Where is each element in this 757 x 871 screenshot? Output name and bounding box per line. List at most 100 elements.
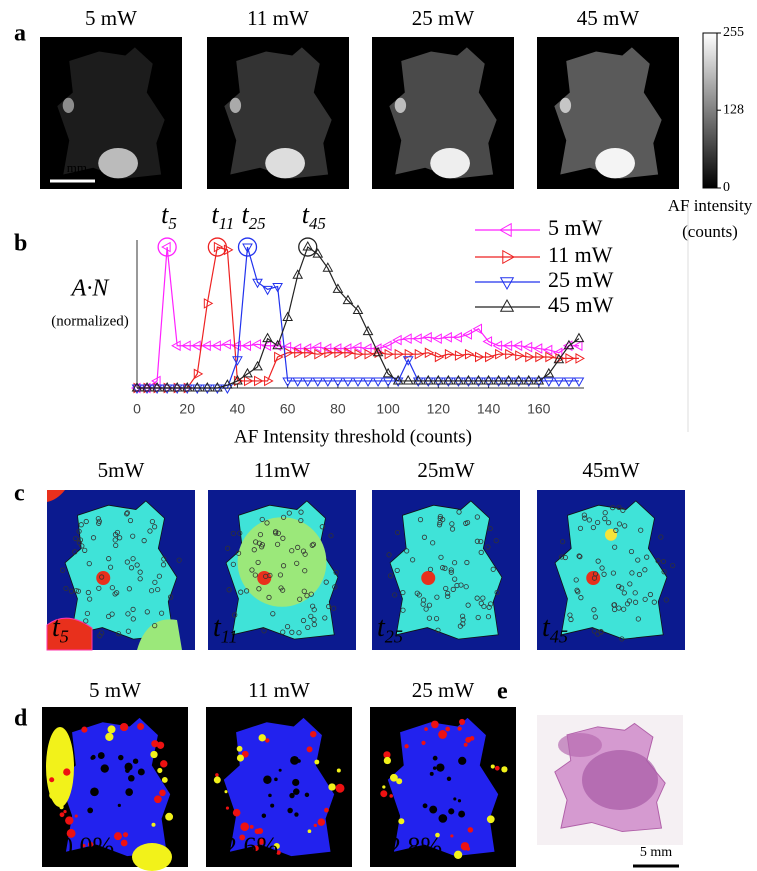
- misclassified-point: [63, 768, 70, 775]
- bright-region: [595, 148, 635, 178]
- hole: [128, 775, 135, 782]
- hole: [289, 793, 294, 798]
- x-tick-label: 140: [477, 401, 501, 417]
- misclassified-point: [470, 736, 475, 741]
- hole: [270, 804, 274, 808]
- bright-region: [230, 98, 241, 113]
- map-title: 25 mW: [412, 678, 475, 702]
- x-tick-label: 40: [230, 401, 246, 417]
- misclassified-point: [214, 776, 221, 783]
- misclassified-point: [384, 757, 391, 764]
- data-point: [484, 337, 492, 346]
- misclassified-point: [151, 823, 155, 827]
- misclassified-point: [459, 719, 465, 725]
- misclassified-point: [121, 840, 128, 847]
- misclassified-point: [151, 740, 158, 747]
- hole: [305, 793, 309, 797]
- misclassified-point: [240, 822, 249, 831]
- misclassified-point: [318, 818, 326, 826]
- threshold-label-subscript: 11: [221, 627, 238, 647]
- threshold-label-subscript: 25: [385, 627, 403, 647]
- accuracy-label: 92.8%: [375, 832, 442, 861]
- misclassified-point: [421, 741, 425, 745]
- data-point: [564, 378, 573, 386]
- peak-label: t5: [161, 200, 177, 233]
- misclassified-point: [165, 813, 173, 821]
- map-title: 5 mW: [89, 678, 141, 702]
- hole: [91, 755, 95, 759]
- misclassified-point: [237, 746, 243, 752]
- hole: [125, 763, 133, 771]
- misclassified-point: [159, 790, 166, 797]
- colorbar-tick-label: 128: [723, 102, 744, 117]
- tissue-detail: [558, 733, 602, 757]
- misclassified-point: [445, 727, 450, 732]
- misclassified-point: [259, 734, 266, 741]
- misclassified-point: [157, 768, 162, 773]
- misclassified-point: [237, 755, 244, 762]
- series-line: [137, 247, 579, 388]
- colorbar: [703, 33, 717, 188]
- colorbar-tick-label: 255: [723, 25, 744, 40]
- hole: [458, 811, 465, 818]
- misclassified-point: [224, 790, 227, 793]
- colorbar-subtitle: (counts): [682, 222, 738, 241]
- data-point: [313, 378, 322, 386]
- x-tick-label: 120: [427, 401, 451, 417]
- misclassified-point: [81, 727, 87, 733]
- hole: [448, 808, 454, 814]
- series-line: [137, 247, 579, 388]
- hole: [297, 759, 301, 763]
- misclassified-point: [491, 764, 495, 768]
- hole: [274, 778, 278, 782]
- false-positive-region: [132, 843, 172, 871]
- misclassified-point: [250, 825, 254, 829]
- misclassified-point: [137, 723, 144, 730]
- hole: [138, 768, 145, 775]
- panel-letter: c: [14, 481, 25, 507]
- data-point: [162, 243, 170, 252]
- misclassified-point: [120, 723, 128, 731]
- bright-region: [98, 148, 138, 178]
- legend-label: 5 mW: [548, 215, 603, 240]
- bright-region: [395, 98, 406, 113]
- misclassified-point: [49, 777, 54, 782]
- x-tick-label: 60: [280, 401, 296, 417]
- accuracy-label: 90.0%: [47, 832, 114, 861]
- cluster-region: [605, 529, 617, 541]
- misclassified-point: [396, 778, 402, 784]
- bright-region: [430, 148, 470, 178]
- misclassified-point: [501, 766, 507, 772]
- misclassified-point: [487, 815, 495, 823]
- misclassified-point: [105, 733, 113, 741]
- misclassified-point: [380, 790, 387, 797]
- data-point: [374, 378, 383, 386]
- hole: [447, 777, 451, 781]
- x-tick-label: 80: [330, 401, 346, 417]
- hole: [133, 758, 138, 763]
- map-title: 11mW: [254, 458, 311, 482]
- misclassified-point: [226, 807, 229, 810]
- y-axis-label: A·N: [70, 276, 111, 302]
- data-point: [343, 378, 352, 386]
- misclassified-point: [314, 760, 319, 765]
- data-point: [364, 378, 373, 386]
- legend-label: 11 mW: [548, 242, 613, 267]
- bright-region: [265, 148, 305, 178]
- x-tick-label: 160: [527, 401, 551, 417]
- misclassified-point: [464, 743, 468, 747]
- x-tick-label: 100: [376, 401, 400, 417]
- misclassified-point: [154, 795, 162, 803]
- legend-label: 25 mW: [548, 267, 614, 292]
- peak-label: t45: [302, 200, 326, 233]
- scale-bar-label: 5 mm: [640, 845, 672, 860]
- hole: [287, 808, 292, 813]
- peak-label: t25: [241, 200, 265, 233]
- image-title: 45 mW: [577, 6, 640, 30]
- misclassified-point: [65, 816, 73, 824]
- peak-label: t11: [211, 200, 234, 233]
- hole: [87, 808, 93, 814]
- hole: [262, 813, 266, 817]
- misclassified-point: [454, 851, 462, 859]
- misclassified-point: [310, 731, 316, 737]
